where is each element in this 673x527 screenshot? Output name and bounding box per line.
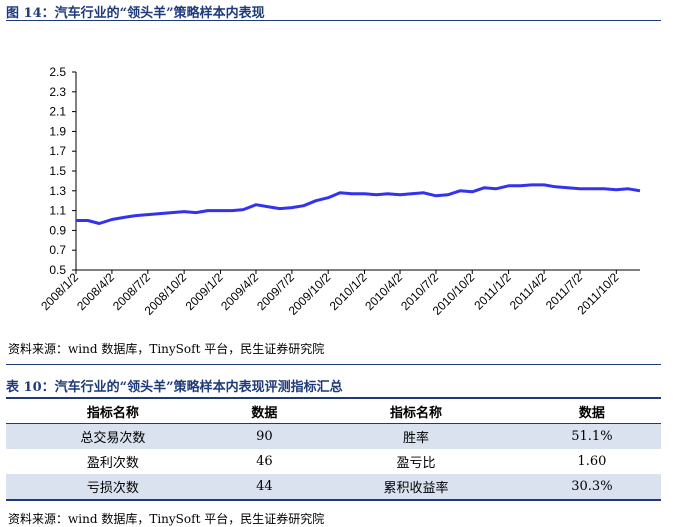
table-cell: 44 <box>219 474 310 501</box>
y-tick-label: 0.5 <box>49 263 66 277</box>
table-row: 总交易次数 90 胜率 51.1% <box>6 423 661 449</box>
line-chart: 0.5 0.7 0.9 1.1 1.3 1.5 1.7 1.9 2.1 2.3 2.5 2008/1… <box>38 65 641 318</box>
x-tick-label: 2009/4/2 <box>218 270 261 313</box>
y-axis: 0.5 0.7 0.9 1.1 1.3 1.5 1.7 1.9 2.1 2.3 2.5 <box>49 65 77 277</box>
y-tick-label: 1.3 <box>49 184 66 198</box>
table-cell: 46 <box>256 454 273 469</box>
y-tick-label: 1.9 <box>49 124 66 138</box>
table-source: 资料来源：wind 数据库，TinySoft 平台，民生证券研究院 <box>8 512 325 526</box>
x-tick-label: 2009/1/2 <box>183 270 226 313</box>
figure-title: 图 14：汽车行业的“领头羊”策略样本内表现 <box>6 6 265 21</box>
y-tick-label: 2.3 <box>49 85 66 99</box>
divider <box>6 20 661 21</box>
x-tick-label: 2008/4/2 <box>74 270 117 313</box>
table-cell: 90 <box>219 423 310 449</box>
x-axis: 2008/1/22008/4/22008/7/22008/10/22009/1/… <box>38 269 640 318</box>
y-tick-label: 1.7 <box>49 144 66 158</box>
y-tick-label: 1.5 <box>49 164 66 178</box>
column-header: 数据 <box>219 397 310 424</box>
x-tick-label: 2010/4/2 <box>362 270 405 313</box>
table-cell: 1.60 <box>577 454 607 469</box>
x-tick-label: 2010/1/2 <box>327 270 370 313</box>
y-tick-label: 0.7 <box>49 243 66 257</box>
table-cell: 30.3% <box>522 474 661 501</box>
metrics-table: 指标名称 数据 指标名称 数据 总交易次数 90 胜率 51.1% 盈利次数 4… <box>6 397 661 501</box>
table-cell: 51.1% <box>522 423 661 449</box>
table-row: 盈利次数 46 盈亏比 1.60 <box>6 449 661 474</box>
table-cell: 盈利次数 <box>86 456 139 471</box>
table-cell: 亏损次数 <box>6 474 220 501</box>
plot-area <box>76 183 641 225</box>
y-tick-label: 0.9 <box>49 223 66 237</box>
x-tick-label: 2011/1/2 <box>471 270 514 313</box>
column-header: 指标名称 <box>6 397 220 424</box>
table-cell: 总交易次数 <box>6 423 220 449</box>
y-tick-label: 2.5 <box>49 65 66 79</box>
y-tick-label: 1.1 <box>49 204 66 218</box>
x-tick-label: 2011/4/2 <box>507 270 550 313</box>
divider <box>6 364 661 365</box>
table-cell: 胜率 <box>309 423 523 449</box>
column-header: 指标名称 <box>309 397 523 424</box>
series-line <box>76 183 641 225</box>
figure-source: 资料来源：wind 数据库，TinySoft 平台，民生证券研究院 <box>8 342 325 356</box>
table-cell: 累积收益率 <box>309 474 523 501</box>
table-row: 亏损次数 44 累积收益率 30.3% <box>6 474 661 501</box>
column-header: 数据 <box>522 397 661 424</box>
y-tick-label: 2.1 <box>49 105 66 119</box>
table-header-row: 指标名称 数据 指标名称 数据 <box>6 397 661 424</box>
table-cell: 盈亏比 <box>396 456 436 471</box>
table-title: 表 10：汽车行业的“领头羊”策略样本内表现评测指标汇总 <box>6 380 343 395</box>
